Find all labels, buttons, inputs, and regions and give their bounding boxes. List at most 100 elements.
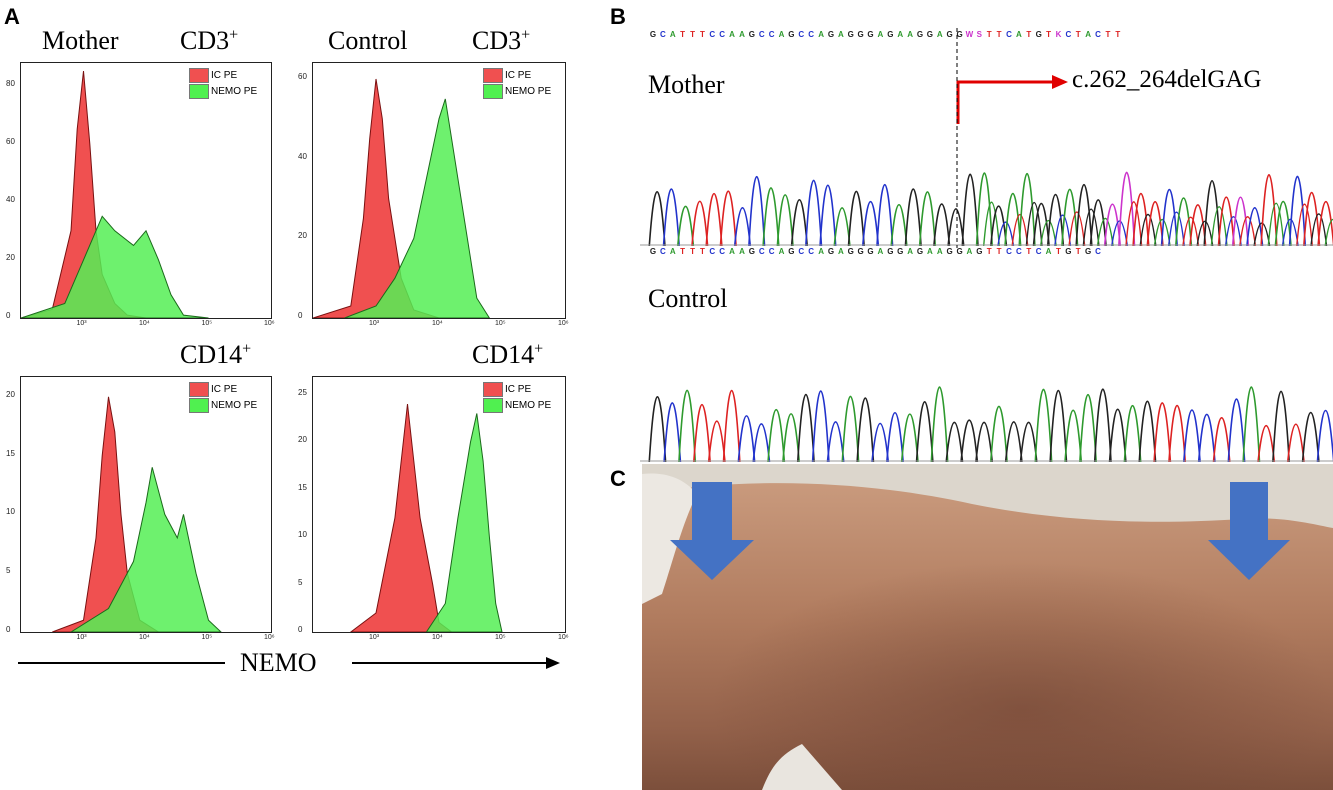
- base-letter: T: [699, 247, 705, 256]
- series-area-nemo-pe: [425, 413, 503, 632]
- base-letter: T: [680, 30, 686, 39]
- legend-label: IC PE: [211, 383, 238, 395]
- base-letter: A: [778, 30, 785, 39]
- chromatogram-peak: [886, 411, 904, 462]
- legend-label: IC PE: [505, 69, 532, 81]
- chromatogram-peak: [1212, 417, 1231, 462]
- base-letter: G: [857, 30, 864, 39]
- chromatogram-peak: [847, 190, 865, 246]
- x-tick-label: 10⁶: [264, 634, 275, 641]
- base-letter: S: [976, 30, 982, 39]
- chromatogram-peak: [1246, 207, 1264, 246]
- chromatogram-peak: [1079, 393, 1097, 462]
- chromatogram-peak: [904, 188, 922, 246]
- x-tick-label: 10⁴: [432, 634, 443, 641]
- series-area-nemo-pe: [344, 98, 490, 318]
- chromatogram-peak: [945, 421, 964, 462]
- base-letter: A: [739, 30, 745, 39]
- chromatogram-peak: [989, 205, 1008, 246]
- chromatogram-peak: [1064, 409, 1083, 462]
- y-tick-label: 40: [298, 151, 307, 161]
- histogram-mother-cd14: IC PE NEMO PE: [20, 376, 272, 633]
- chromatogram-peak: [1301, 411, 1320, 462]
- base-letter: G: [748, 247, 755, 256]
- chromatogram-peak: [1011, 213, 1029, 246]
- base-letter: A: [1045, 247, 1052, 256]
- chromatogram-peak: [722, 390, 741, 462]
- chromatogram-peak: [648, 396, 667, 462]
- chromatogram-peak: [1068, 211, 1086, 246]
- base-letter: K: [1055, 30, 1062, 39]
- chromatogram-peak: [826, 421, 845, 462]
- chromatogram-peak: [819, 184, 837, 246]
- histogram-control-cd3: IC PE NEMO PE: [312, 62, 566, 319]
- chromatogram-peak: [1032, 203, 1050, 246]
- y-tick-label: 60: [6, 136, 15, 146]
- chromatogram-peak: [947, 208, 965, 246]
- base-letter: G: [847, 247, 854, 256]
- y-tick-label: 15: [6, 448, 15, 458]
- chromatogram-peak: [705, 193, 723, 246]
- base-letter: G: [857, 247, 864, 256]
- chromatogram-peak: [1189, 204, 1207, 246]
- x-tick-label: 10⁵: [495, 634, 506, 641]
- base-letter: A: [729, 247, 735, 256]
- base-letter: T: [1105, 30, 1111, 39]
- chromatogram-peak: [1125, 201, 1143, 246]
- x-tick-label: 10⁶: [264, 320, 275, 327]
- chromatogram-peak: [1103, 203, 1122, 246]
- legend-swatch: [483, 67, 503, 83]
- y-tick-label: 0: [6, 625, 11, 634]
- chromatogram-peak: [1274, 200, 1292, 246]
- chromatogram-peak: [1227, 398, 1246, 462]
- chromatogram-peak: [1054, 214, 1072, 246]
- x-tick-label: 10⁴: [139, 634, 150, 641]
- chromatogram-control: [640, 386, 1333, 462]
- histogram-legend: IC PE NEMO PE: [189, 381, 257, 413]
- base-letter: C: [768, 30, 775, 39]
- base-letter: G: [946, 30, 953, 39]
- base-letter: C: [798, 247, 805, 256]
- x-tick-label: 10³: [369, 634, 380, 641]
- legend-swatch: [483, 397, 503, 413]
- chromatogram-peak: [1203, 179, 1221, 246]
- base-letter: T: [1115, 30, 1121, 39]
- chromatogram-peak: [1267, 202, 1285, 246]
- y-tick-label: 60: [298, 71, 307, 81]
- chromatogram-peak: [782, 413, 801, 462]
- chromatogram-peak: [960, 419, 979, 462]
- base-letter: G: [946, 247, 953, 256]
- base-letter: A: [1085, 30, 1092, 39]
- x-tick-label: 10⁵: [201, 320, 213, 327]
- base-letter: C: [798, 30, 805, 39]
- legend-item: NEMO PE: [483, 83, 551, 99]
- chromatogram-peak: [1174, 197, 1193, 246]
- base-letter: G: [976, 247, 983, 256]
- legend-swatch: [189, 381, 209, 397]
- mutation-label: c.262_264delGAG: [1072, 66, 1262, 93]
- base-letter: A: [907, 30, 913, 39]
- base-letter: T: [986, 247, 992, 256]
- chromatogram-peak: [1260, 173, 1278, 246]
- y-tick-label: 0: [298, 311, 303, 320]
- base-letter: T: [1075, 30, 1081, 39]
- chromatogram-peak: [1096, 218, 1114, 246]
- y-tick-label: 0: [6, 311, 11, 320]
- base-letter: G: [847, 30, 854, 39]
- x-tick-label: 10⁶: [558, 634, 569, 641]
- base-letter: G: [788, 247, 795, 256]
- chromatogram-peak: [1239, 216, 1257, 246]
- base-letter: G: [956, 247, 963, 256]
- chromatogram-peak: [833, 207, 851, 246]
- legend-label: NEMO PE: [505, 85, 552, 97]
- legend-item: NEMO PE: [189, 83, 257, 99]
- base-letter: C: [719, 247, 726, 256]
- chromatogram-peak: [693, 404, 711, 462]
- base-letter: A: [837, 30, 844, 39]
- legend-swatch: [483, 83, 503, 99]
- x-tick-label: 10⁶: [558, 320, 569, 327]
- legend-swatch: [483, 381, 503, 397]
- base-letter: T: [1056, 247, 1061, 256]
- chromatogram-peak: [1197, 413, 1216, 462]
